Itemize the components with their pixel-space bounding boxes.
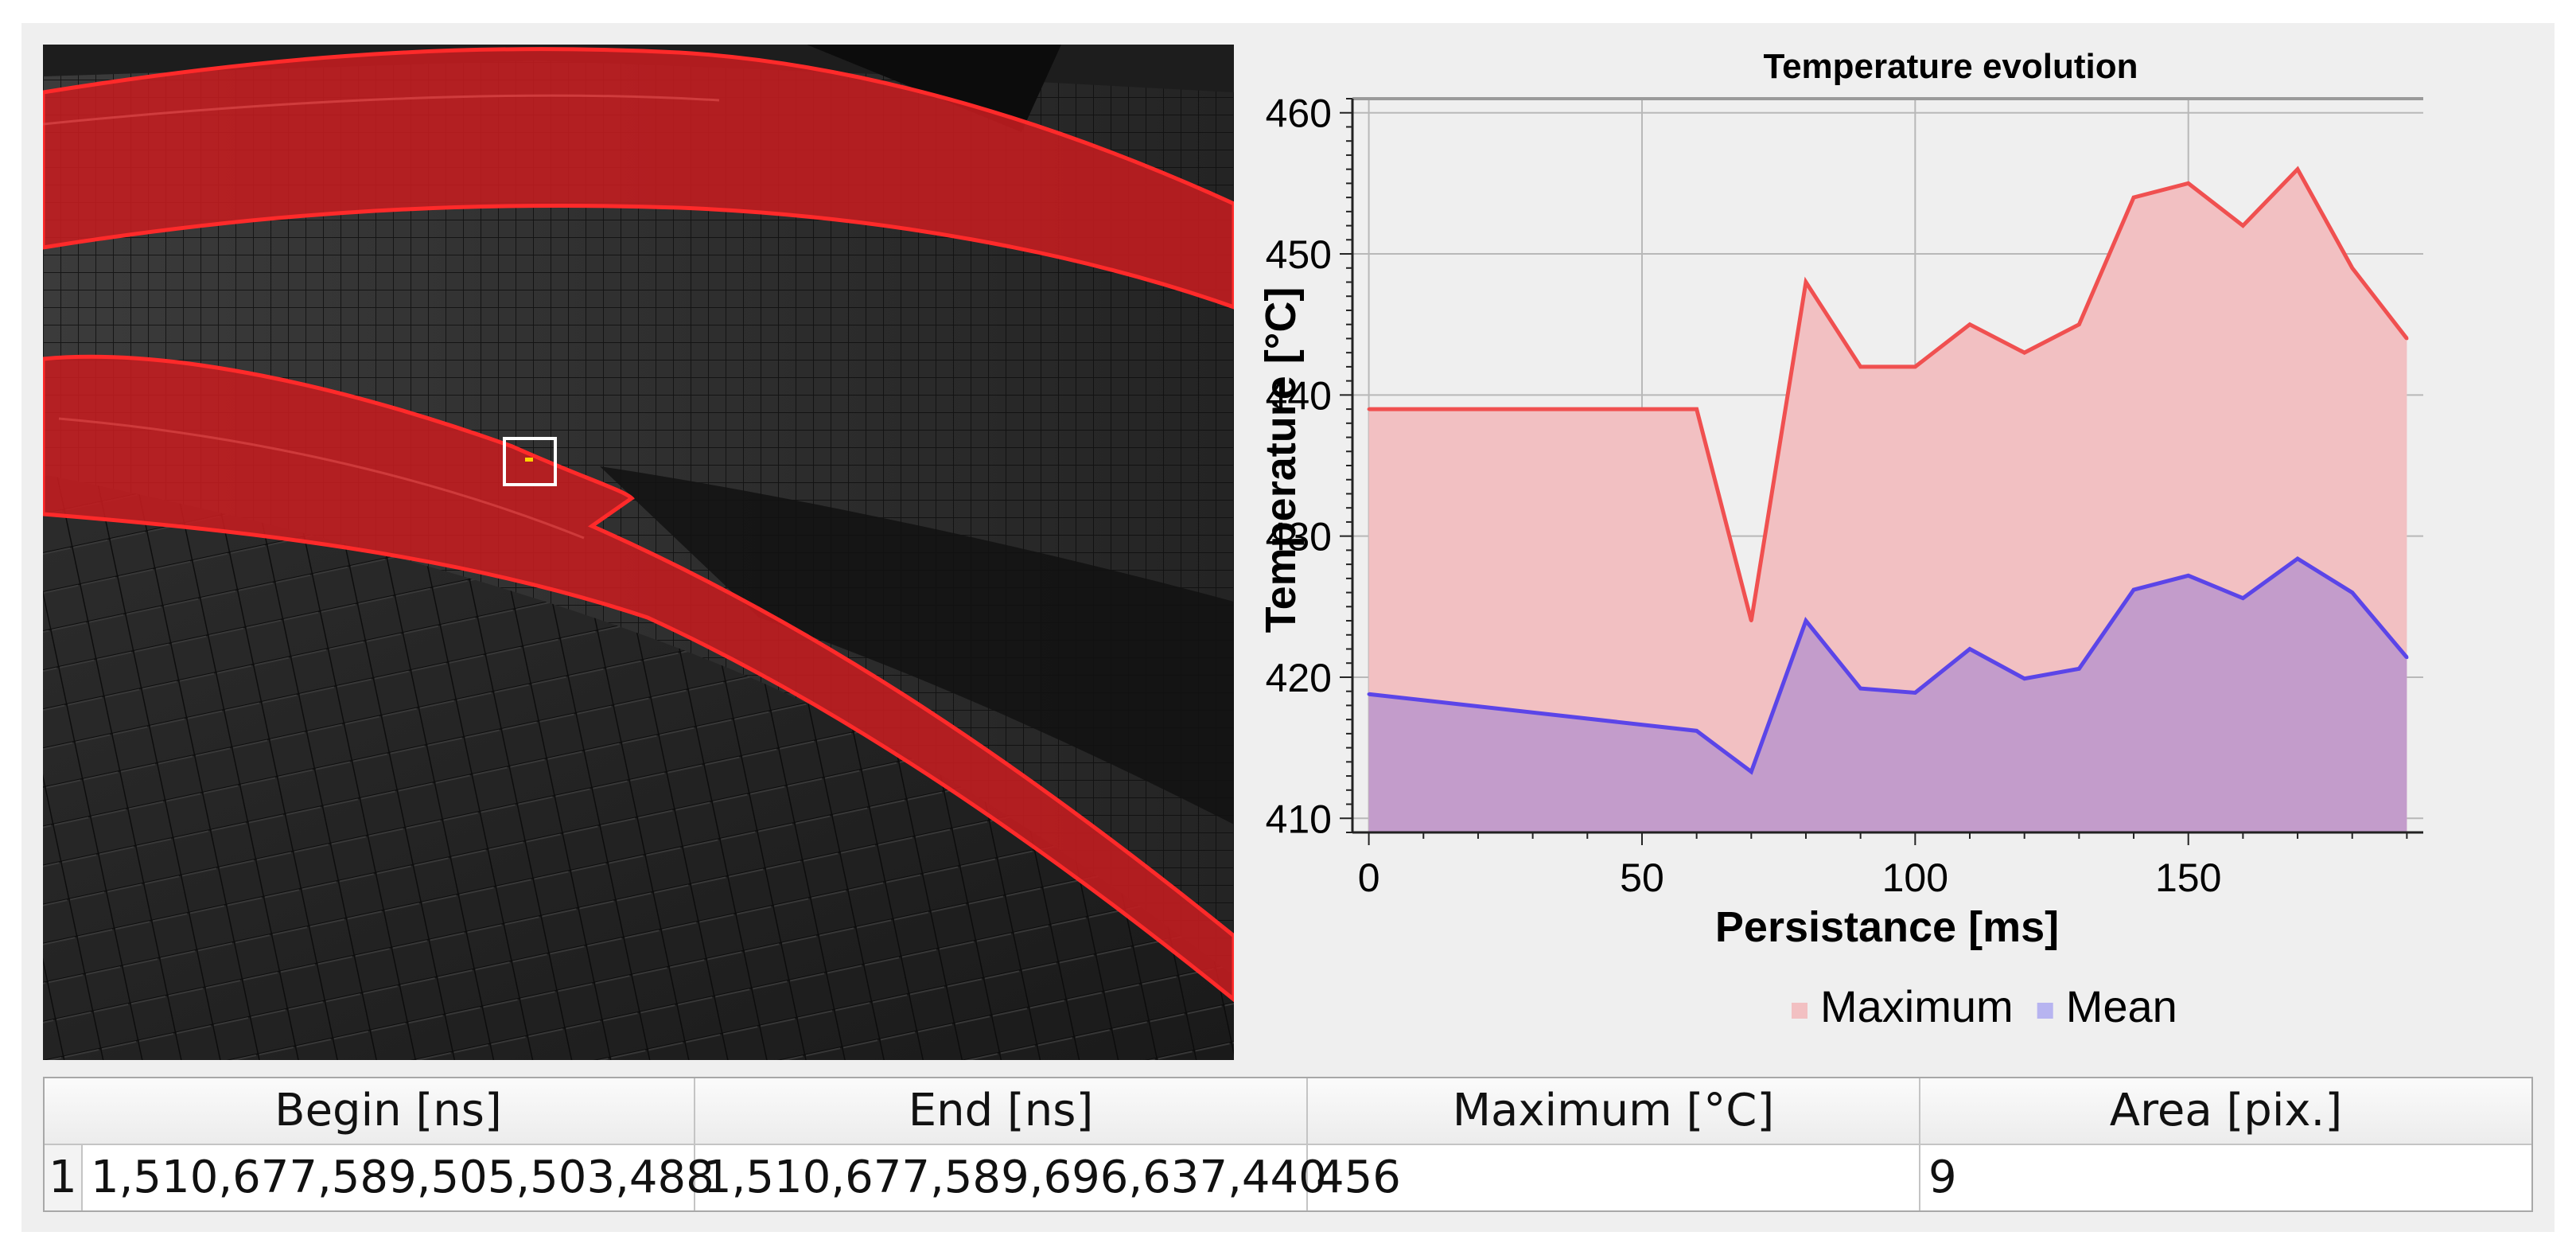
point-maximum — [2405, 337, 2409, 341]
column-header-maximum[interactable]: Maximum [°C] — [1308, 1078, 1920, 1144]
events-table[interactable]: Begin [ns] End [ns] Maximum [°C] Area [p… — [43, 1077, 2533, 1212]
column-header-end[interactable]: End [ns] — [695, 1078, 1308, 1144]
column-header-area[interactable]: Area [pix.] — [2109, 1085, 2343, 1136]
point-mean — [1804, 619, 1807, 623]
point-mean — [1367, 692, 1371, 696]
point-maximum — [2186, 181, 2190, 185]
point-mean — [2241, 596, 2245, 600]
point-maximum — [1913, 364, 1917, 368]
point-maximum — [2350, 266, 2354, 270]
legend-label-mean: Mean — [2066, 981, 2177, 1031]
y-tick-label: 450 — [1266, 232, 1332, 277]
point-mean — [1695, 729, 1699, 733]
point-maximum — [1968, 322, 1972, 326]
cell-area: 9 — [1928, 1152, 1957, 1203]
temperature-chart: Temperature evolution 410 420 430 440 450 460… — [1251, 45, 2555, 1075]
series-layer — [1367, 166, 2409, 833]
thermal-scene-render — [43, 45, 1234, 1060]
point-mean — [2296, 557, 2300, 561]
point-mean — [1968, 647, 1972, 651]
row-index: 1 — [45, 1145, 83, 1210]
point-maximum — [2241, 224, 2245, 228]
chart-title: Temperature evolution — [1763, 47, 2138, 86]
point-maximum — [1367, 407, 1371, 411]
point-mean — [2022, 676, 2026, 680]
x-tick-label: 0 — [1358, 856, 1380, 900]
x-tick-label: 100 — [1882, 856, 1948, 900]
column-header-begin[interactable]: Begin [ns] — [83, 1078, 695, 1144]
legend: Maximum Mean — [1792, 981, 2177, 1031]
legend-swatch-mean — [2037, 1003, 2053, 1019]
x-tick-label: 150 — [2155, 856, 2221, 900]
y-tick-label: 460 — [1266, 92, 1332, 136]
point-maximum — [2077, 322, 2081, 326]
hotspot-marker — [525, 458, 533, 462]
area-mean — [1368, 559, 2407, 832]
legend-label-maximum: Maximum — [1820, 981, 2014, 1031]
point-mean — [2350, 590, 2354, 594]
y-tick-label: 430 — [1266, 515, 1332, 559]
point-mean — [1749, 770, 1753, 774]
selection-box[interactable] — [503, 437, 557, 486]
y-axis-label: Temperature [°C] — [1257, 287, 1305, 633]
point-mean — [2077, 667, 2081, 671]
point-maximum — [1858, 364, 1862, 368]
x-axis-label: Persistance [ms] — [1715, 903, 2059, 951]
cell-begin: 1,510,677,589,505,503,488 — [83, 1145, 714, 1210]
point-maximum — [2022, 351, 2026, 355]
x-tick-label: 50 — [1620, 856, 1664, 900]
point-mean — [2132, 588, 2136, 592]
point-maximum — [2296, 167, 2300, 171]
point-maximum — [2132, 196, 2136, 200]
legend-swatch-maximum — [1792, 1003, 1807, 1019]
cell-maximum: 456 — [1308, 1145, 1920, 1210]
point-mean — [1913, 691, 1917, 695]
cell-end: 1,510,677,589,696,637,440 — [695, 1145, 1327, 1210]
table-header: Begin [ns] End [ns] Maximum [°C] Area [p… — [45, 1078, 2531, 1145]
axes: 410 420 430 440 450 460 0 50 100 150 — [1266, 92, 2423, 900]
point-mean — [1858, 687, 1862, 691]
point-maximum — [1695, 407, 1699, 411]
thermal-3d-view[interactable] — [43, 45, 1234, 1060]
application-window: Temperature evolution 410 420 430 440 450 460… — [21, 23, 2555, 1232]
point-maximum — [1749, 619, 1753, 623]
y-tick-label: 440 — [1266, 373, 1332, 418]
y-tick-label: 420 — [1266, 656, 1332, 700]
point-mean — [2405, 656, 2409, 660]
point-mean — [2186, 574, 2190, 578]
point-maximum — [1804, 280, 1807, 284]
y-tick-label: 410 — [1266, 797, 1332, 841]
